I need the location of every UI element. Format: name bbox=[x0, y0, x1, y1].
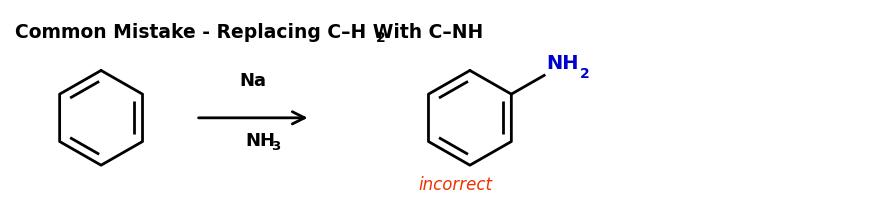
Text: NH: NH bbox=[546, 54, 579, 74]
Text: 3: 3 bbox=[271, 139, 280, 152]
Text: 2: 2 bbox=[377, 31, 386, 45]
Text: incorrect: incorrect bbox=[418, 176, 492, 194]
Text: Na: Na bbox=[240, 72, 266, 90]
Text: NH: NH bbox=[245, 132, 275, 150]
Text: Common Mistake - Replacing C–H With C–NH: Common Mistake - Replacing C–H With C–NH bbox=[15, 23, 483, 42]
Text: 2: 2 bbox=[580, 67, 590, 81]
